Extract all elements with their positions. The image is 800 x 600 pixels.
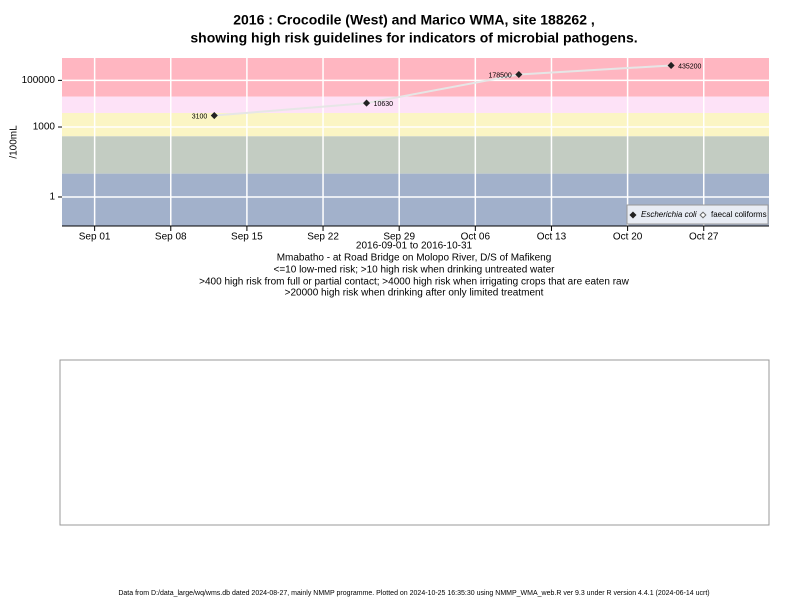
note: >20000 high risk when drinking after onl…	[285, 288, 544, 299]
legend-label: faecal coliforms	[711, 210, 767, 219]
empty-panel	[59, 359, 770, 526]
legend-marker	[699, 211, 707, 219]
x-tick-label: Oct 20	[613, 232, 643, 243]
x-tick-label: Oct 27	[689, 232, 719, 243]
x-tick-label: Sep 08	[155, 232, 187, 243]
legend-label: Escherichia coli	[641, 210, 697, 219]
x-tick-label: Sep 29	[383, 232, 415, 243]
x-tick-label: Sep 01	[79, 232, 111, 243]
data-point	[667, 61, 675, 70]
chart-title: 2016 : Crocodile (West) and Marico WMA, …	[233, 12, 595, 28]
risk-band	[62, 136, 769, 174]
risk-band	[62, 96, 769, 113]
x-tick-label: Oct 13	[537, 232, 567, 243]
series-line	[214, 64, 672, 117]
x-tick-label: Sep 15	[231, 232, 263, 243]
x-tick-label: Sep 22	[307, 232, 339, 243]
legend-box	[626, 204, 769, 225]
y-axis-label: /100mL	[9, 125, 20, 159]
data-label: 3100	[192, 113, 208, 120]
x-tick-label: Oct 06	[461, 232, 491, 243]
risk-band	[62, 58, 769, 97]
risk-band	[62, 112, 769, 137]
y-tick-label: 1000	[33, 122, 56, 133]
legend-marker	[629, 211, 637, 219]
x-axis-label: 2016-09-01 to 2016-10-31	[356, 241, 473, 252]
data-point	[515, 70, 523, 79]
note: >400 high risk from full or partial cont…	[199, 277, 629, 288]
y-tick-label: 1	[49, 192, 55, 203]
y-tick-label: 100000	[22, 75, 56, 86]
note: Mmabatho - at Road Bridge on Molopo Rive…	[277, 253, 552, 264]
data-label: 435200	[678, 63, 701, 70]
footer: Data from D:/data_large/wq/wms.db dated …	[118, 590, 709, 597]
note: <=10 low-med risk; >10 high risk when dr…	[274, 265, 556, 276]
data-label: 178500	[488, 72, 511, 79]
data-point	[363, 99, 371, 107]
chart-subtitle: showing high risk guidelines for indicat…	[190, 30, 637, 46]
data-label: 10630	[374, 101, 394, 108]
data-point	[210, 112, 218, 120]
